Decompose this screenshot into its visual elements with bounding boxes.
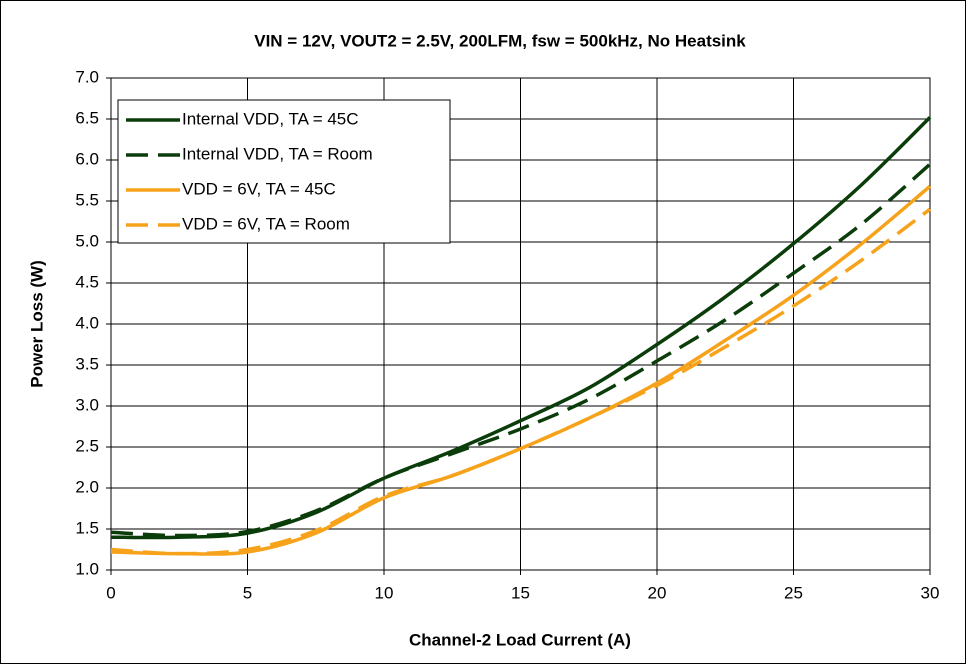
x-tick-label: 5: [243, 583, 252, 602]
y-axis-label: Power Loss (W): [27, 260, 46, 388]
y-tick-label: 6.5: [75, 108, 99, 127]
x-tick-label: 20: [648, 583, 667, 602]
legend-box: [117, 99, 451, 244]
y-tick-label: 2.0: [75, 477, 99, 496]
y-tick-label: 7.0: [75, 67, 99, 86]
y-tick-label: 4.0: [75, 313, 99, 332]
y-tick-label: 6.0: [75, 149, 99, 168]
y-tick-label: 4.5: [75, 272, 99, 291]
y-tick-label: 3.0: [75, 395, 99, 414]
legend-label: Internal VDD, TA = Room: [182, 144, 373, 163]
x-tick-label: 15: [511, 583, 530, 602]
y-tick-label: 2.5: [75, 436, 99, 455]
plot-frame: [110, 77, 931, 571]
series-line: [110, 162, 932, 538]
x-tick-label: 25: [784, 583, 803, 602]
legend-label: VDD = 6V, TA = 45C: [182, 179, 336, 198]
legend-label: Internal VDD, TA = 45C: [182, 109, 359, 128]
chart-title: VIN = 12V, VOUT2 = 2.5V, 200LFM, fsw = 5…: [254, 31, 746, 50]
x-tick-label: 10: [375, 583, 394, 602]
x-tick-label: 30: [921, 583, 940, 602]
y-tick-label: 1.0: [75, 559, 99, 578]
x-tick-label: 0: [106, 583, 115, 602]
x-axis-label: Channel-2 Load Current (A): [409, 630, 631, 649]
legend-label: VDD = 6V, TA = Room: [182, 214, 350, 233]
y-tick-label: 5.0: [75, 231, 99, 250]
y-tick-label: 1.5: [75, 518, 99, 537]
y-tick-label: 3.5: [75, 354, 99, 373]
y-tick-label: 5.5: [75, 190, 99, 209]
series-line: [110, 207, 932, 556]
